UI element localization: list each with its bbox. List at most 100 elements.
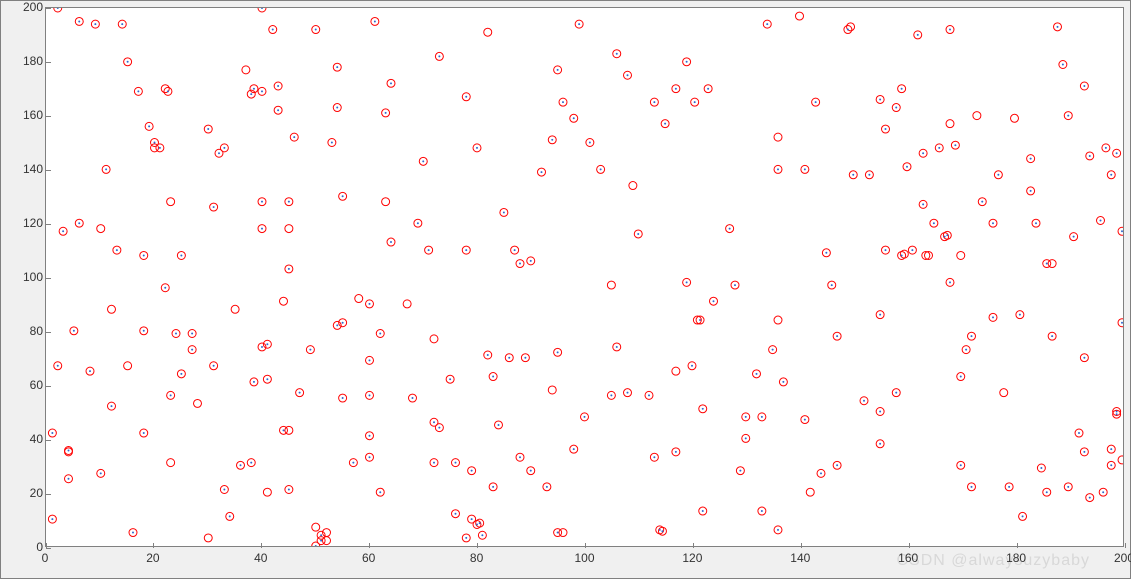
marker-inner-dot	[498, 424, 500, 426]
marker-inner-dot	[1057, 26, 1059, 28]
marker-inner-dot	[557, 532, 559, 534]
marker-inner-dot	[180, 373, 182, 375]
marker-inner-dot	[1100, 220, 1102, 222]
marker-inner-dot	[229, 515, 231, 517]
ytick-label: 140	[19, 162, 43, 176]
marker-inner-dot	[868, 174, 870, 176]
marker-inner-dot	[412, 397, 414, 399]
marker-inner-dot	[992, 222, 994, 224]
marker-inner-dot	[277, 109, 279, 111]
marker-inner-dot	[342, 397, 344, 399]
marker-outer-ring	[548, 386, 556, 394]
marker-inner-dot	[777, 168, 779, 170]
marker-outer-ring	[672, 367, 680, 375]
marker-inner-dot	[352, 462, 354, 464]
marker-inner-dot	[62, 230, 64, 232]
marker-inner-dot	[164, 287, 166, 289]
marker-inner-dot	[253, 381, 255, 383]
marker-inner-dot	[766, 23, 768, 25]
marker-inner-dot	[449, 378, 451, 380]
marker-inner-dot	[885, 249, 887, 251]
marker-inner-dot	[675, 451, 677, 453]
marker-inner-dot	[707, 88, 709, 90]
marker-outer-ring	[629, 182, 637, 190]
marker-inner-dot	[702, 510, 704, 512]
marker-outer-ring	[484, 28, 492, 36]
marker-inner-dot	[524, 357, 526, 359]
marker-inner-dot	[111, 405, 113, 407]
ytick-mark	[46, 170, 51, 171]
marker-inner-dot	[557, 69, 559, 71]
marker-inner-dot	[1035, 222, 1037, 224]
marker-inner-dot	[68, 478, 70, 480]
marker-inner-dot	[68, 450, 70, 452]
marker-inner-dot	[100, 472, 102, 474]
marker-inner-dot	[804, 419, 806, 421]
ytick-mark	[46, 332, 51, 333]
marker-inner-dot	[782, 381, 784, 383]
marker-inner-dot	[288, 268, 290, 270]
marker-inner-dot	[911, 249, 913, 251]
marker-inner-dot	[121, 23, 123, 25]
marker-inner-dot	[960, 376, 962, 378]
marker-inner-dot	[487, 354, 489, 356]
marker-outer-ring	[124, 362, 132, 370]
marker-inner-dot	[240, 464, 242, 466]
marker-inner-dot	[954, 144, 956, 146]
marker-inner-dot	[922, 203, 924, 205]
marker-inner-dot	[879, 411, 881, 413]
marker-inner-dot	[143, 330, 145, 332]
marker-outer-ring	[231, 305, 239, 313]
marker-inner-dot	[207, 128, 209, 130]
xtick-mark	[693, 543, 694, 548]
marker-inner-dot	[266, 378, 268, 380]
marker-inner-dot	[481, 534, 483, 536]
marker-inner-dot	[417, 222, 419, 224]
marker-inner-dot	[694, 101, 696, 103]
marker-inner-dot	[1083, 85, 1085, 87]
marker-inner-dot	[729, 228, 731, 230]
marker-inner-dot	[105, 168, 107, 170]
marker-outer-ring	[167, 459, 175, 467]
marker-inner-dot	[250, 93, 252, 95]
marker-inner-dot	[261, 201, 263, 203]
xtick-label: 100	[574, 551, 594, 565]
marker-inner-dot	[1089, 155, 1091, 157]
marker-inner-dot	[1051, 335, 1053, 337]
marker-outer-ring	[167, 198, 175, 206]
marker-outer-ring	[1048, 260, 1056, 268]
marker-inner-dot	[369, 435, 371, 437]
marker-outer-ring	[285, 426, 293, 434]
xtick-mark	[909, 543, 910, 548]
marker-outer-ring	[312, 523, 320, 531]
marker-inner-dot	[1083, 357, 1085, 359]
marker-inner-dot	[94, 23, 96, 25]
marker-inner-dot	[820, 472, 822, 474]
marker-inner-dot	[863, 400, 865, 402]
marker-inner-dot	[1046, 491, 1048, 493]
marker-inner-dot	[1110, 174, 1112, 176]
marker-inner-dot	[627, 392, 629, 394]
marker-inner-dot	[293, 136, 295, 138]
marker-inner-dot	[315, 29, 317, 31]
marker-inner-dot	[831, 284, 833, 286]
marker-inner-dot	[191, 349, 193, 351]
marker-inner-dot	[1022, 515, 1024, 517]
marker-inner-dot	[772, 349, 774, 351]
marker-inner-dot	[320, 534, 322, 536]
xtick-mark	[801, 543, 802, 548]
marker-inner-dot	[661, 530, 663, 532]
marker-inner-dot	[1040, 467, 1042, 469]
scatter-plot-area	[46, 8, 1123, 546]
marker-inner-dot	[699, 319, 701, 321]
marker-inner-dot	[745, 437, 747, 439]
ytick-mark	[46, 224, 51, 225]
marker-inner-dot	[438, 55, 440, 57]
marker-inner-dot	[756, 373, 758, 375]
xtick-mark	[585, 543, 586, 548]
marker-inner-dot	[288, 201, 290, 203]
marker-inner-dot	[137, 90, 139, 92]
xtick-mark	[261, 543, 262, 548]
marker-outer-ring	[607, 281, 615, 289]
marker-outer-ring	[774, 316, 782, 324]
